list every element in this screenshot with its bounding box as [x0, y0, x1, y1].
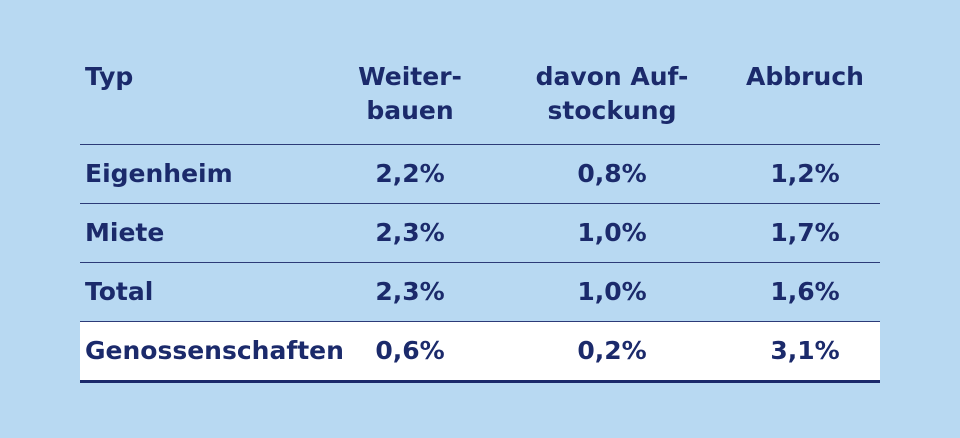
cell-abbruch: 3,1%: [770, 336, 840, 365]
cell-abbruch: 1,7%: [770, 218, 840, 247]
cell-weiterbauen: 0,6%: [375, 336, 445, 365]
header-abbruch: Abbruch: [746, 62, 864, 91]
row-label: Genossenschaften: [85, 336, 344, 365]
data-table: Typ Weiter- bauen davon Auf- stockung Ab…: [80, 54, 880, 383]
cell-aufstockung: 0,2%: [577, 336, 647, 365]
row-label: Total: [85, 277, 154, 306]
table-row: Miete 2,3% 1,0% 1,7%: [80, 204, 880, 263]
cell-abbruch: 1,6%: [770, 277, 840, 306]
cell-weiterbauen: 2,2%: [375, 159, 445, 188]
table-row: Eigenheim 2,2% 0,8% 1,2%: [80, 145, 880, 204]
row-label: Eigenheim: [85, 159, 233, 188]
cell-abbruch: 1,2%: [770, 159, 840, 188]
cell-aufstockung: 1,0%: [577, 277, 647, 306]
header-aufstockung: davon Auf- stockung: [535, 62, 689, 125]
cell-aufstockung: 0,8%: [577, 159, 647, 188]
table-header: Typ Weiter- bauen davon Auf- stockung Ab…: [80, 54, 880, 145]
cell-weiterbauen: 2,3%: [375, 218, 445, 247]
cell-aufstockung: 1,0%: [577, 218, 647, 247]
header-typ: Typ: [85, 62, 134, 91]
table-row-highlighted: Genossenschaften 0,6% 0,2% 3,1%: [80, 322, 880, 383]
table-row: Total 2,3% 1,0% 1,6%: [80, 263, 880, 322]
cell-weiterbauen: 2,3%: [375, 277, 445, 306]
header-weiterbauen: Weiter- bauen: [358, 62, 462, 125]
row-label: Miete: [85, 218, 165, 247]
